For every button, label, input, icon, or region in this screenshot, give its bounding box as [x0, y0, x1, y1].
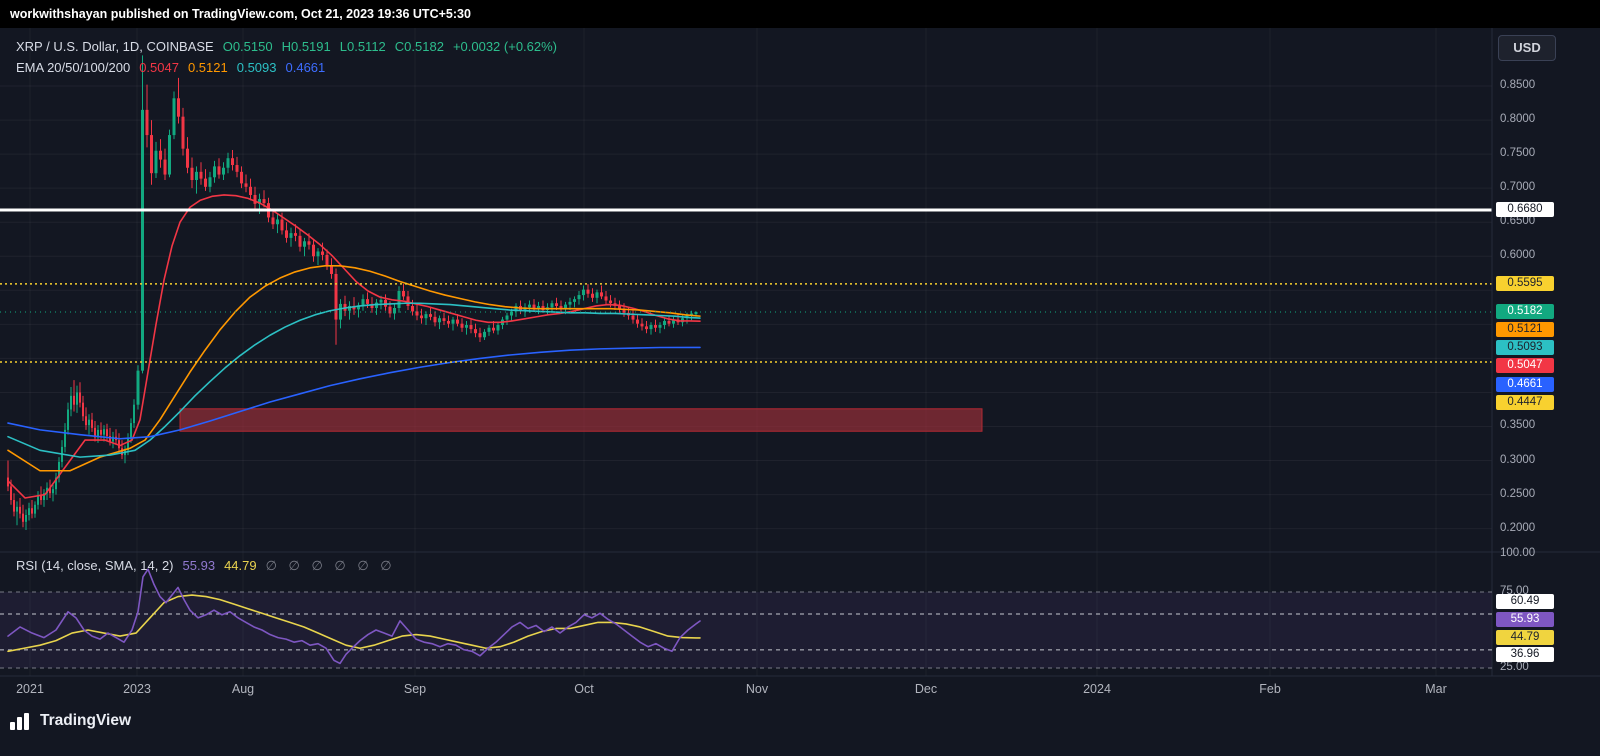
- tradingview-logo-icon: [10, 712, 32, 730]
- ema-label: EMA 20/50/100/200: [16, 60, 131, 75]
- ohlc-high: H0.5191: [281, 39, 331, 54]
- rsi-empty-values: ∅ ∅ ∅ ∅ ∅ ∅: [265, 558, 396, 573]
- ema200-value: 0.4661: [285, 60, 326, 75]
- ohlc-close: C0.5182: [394, 39, 444, 54]
- ohlc-change: +0.0032 (+0.62%): [452, 39, 558, 54]
- rsi-ma-value: 44.79: [224, 558, 257, 573]
- publish-bar: workwithshayan published on TradingView.…: [0, 0, 1600, 28]
- price-levels: [0, 208, 1492, 363]
- tradingview-brand-link[interactable]: TradingView: [10, 712, 131, 730]
- rsi-pane: [0, 568, 1492, 669]
- ema-lines: [7, 194, 701, 499]
- ema20-value: 0.5047: [139, 60, 179, 75]
- rsi-band: [0, 592, 1492, 668]
- currency-toggle-button[interactable]: USD: [1498, 35, 1556, 61]
- ohlc-low: L0.5112: [339, 39, 386, 54]
- tradingview-wordmark: TradingView: [40, 712, 132, 729]
- symbol-legend: XRP / U.S. Dollar, 1D, COINBASE O0.5150 …: [16, 39, 557, 54]
- rsi-legend: RSI (14, close, SMA, 14, 2) 55.93 44.79 …: [16, 558, 396, 574]
- ema-legend: EMA 20/50/100/200 0.5047 0.5121 0.5093 0…: [16, 60, 325, 75]
- symbol-title: XRP / U.S. Dollar, 1D, COINBASE: [16, 39, 214, 54]
- candles-layer: [7, 55, 698, 530]
- supply-zone: [179, 408, 983, 432]
- ema100-value: 0.5093: [236, 60, 277, 75]
- grid-lines: [0, 28, 1492, 676]
- publish-text: workwithshayan published on TradingView.…: [10, 7, 471, 21]
- pane-separators: [0, 28, 1600, 677]
- ema50-value: 0.5121: [187, 60, 228, 75]
- rsi-label: RSI (14, close, SMA, 14, 2): [16, 558, 174, 573]
- ohlc-open: O0.5150: [222, 39, 273, 54]
- rsi-value: 55.93: [182, 558, 216, 573]
